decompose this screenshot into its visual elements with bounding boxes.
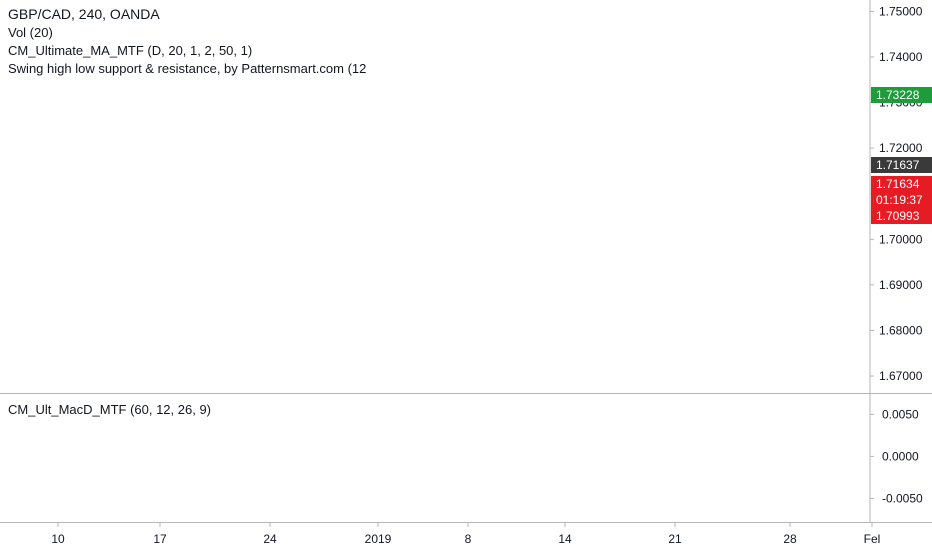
time-tick-label: 14 (558, 532, 572, 546)
price-tick-label: 1.67000 (879, 369, 923, 383)
time-tick-label: 28 (783, 532, 797, 546)
price-tick-label: 1.72000 (879, 141, 923, 155)
price-badge-text: 1.71637 (876, 158, 920, 172)
price-badge (871, 208, 932, 224)
time-tick-label: 10 (51, 532, 65, 546)
price-badge (871, 157, 932, 173)
price-badge-text: 1.70993 (876, 209, 920, 223)
price-badge-text: 1.73228 (876, 88, 920, 102)
price-badge (871, 176, 932, 192)
price-tick-label: 1.74000 (879, 50, 923, 64)
time-tick-label: 2019 (365, 532, 392, 546)
indicator-vol: Vol (20) (8, 25, 53, 40)
price-tick-label: 1.70000 (879, 232, 923, 246)
time-tick-label: 21 (668, 532, 682, 546)
macd-tick-label: 0.0050 (882, 407, 919, 421)
macd-tick-label: 0.0000 (882, 449, 919, 463)
price-badge (871, 87, 932, 103)
price-badge-text: 1.71634 (876, 177, 920, 191)
time-tick-label: Fel (864, 532, 881, 546)
price-tick-label: 1.69000 (879, 278, 923, 292)
price-badge (871, 192, 932, 208)
macd-tick-label: -0.0050 (882, 491, 923, 505)
time-tick-label: 17 (153, 532, 167, 546)
symbol-title: GBP/CAD, 240, OANDA (8, 6, 160, 22)
price-tick-label: 1.68000 (879, 323, 923, 337)
time-tick-label: 8 (465, 532, 472, 546)
indicator-ma: CM_Ultimate_MA_MTF (D, 20, 1, 2, 50, 1) (8, 43, 253, 58)
price-badge-text: 01:19:37 (876, 193, 923, 207)
time-tick-label: 24 (263, 532, 277, 546)
macd-title: CM_Ult_MacD_MTF (60, 12, 26, 9) (8, 402, 212, 417)
indicator-swing: Swing high low support & resistance, by … (8, 61, 367, 76)
price-tick-label: 1.75000 (879, 4, 923, 18)
